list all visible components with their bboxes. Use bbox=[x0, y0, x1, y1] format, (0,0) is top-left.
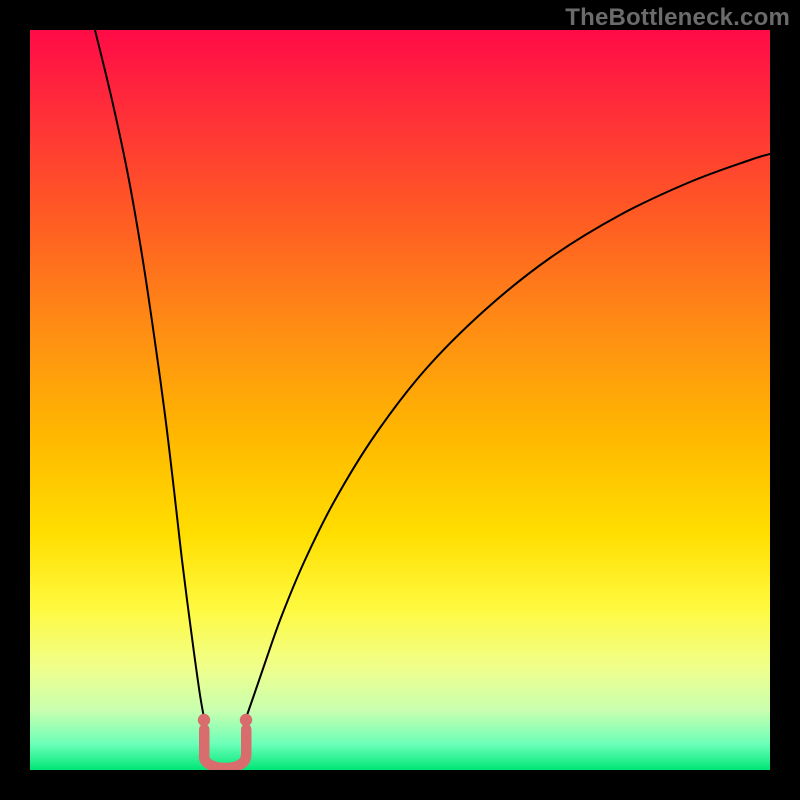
chart-root: TheBottleneck.com bbox=[0, 0, 800, 800]
plot-svg bbox=[30, 30, 770, 770]
watermark-text: TheBottleneck.com bbox=[565, 4, 790, 32]
plot-area bbox=[30, 30, 770, 770]
